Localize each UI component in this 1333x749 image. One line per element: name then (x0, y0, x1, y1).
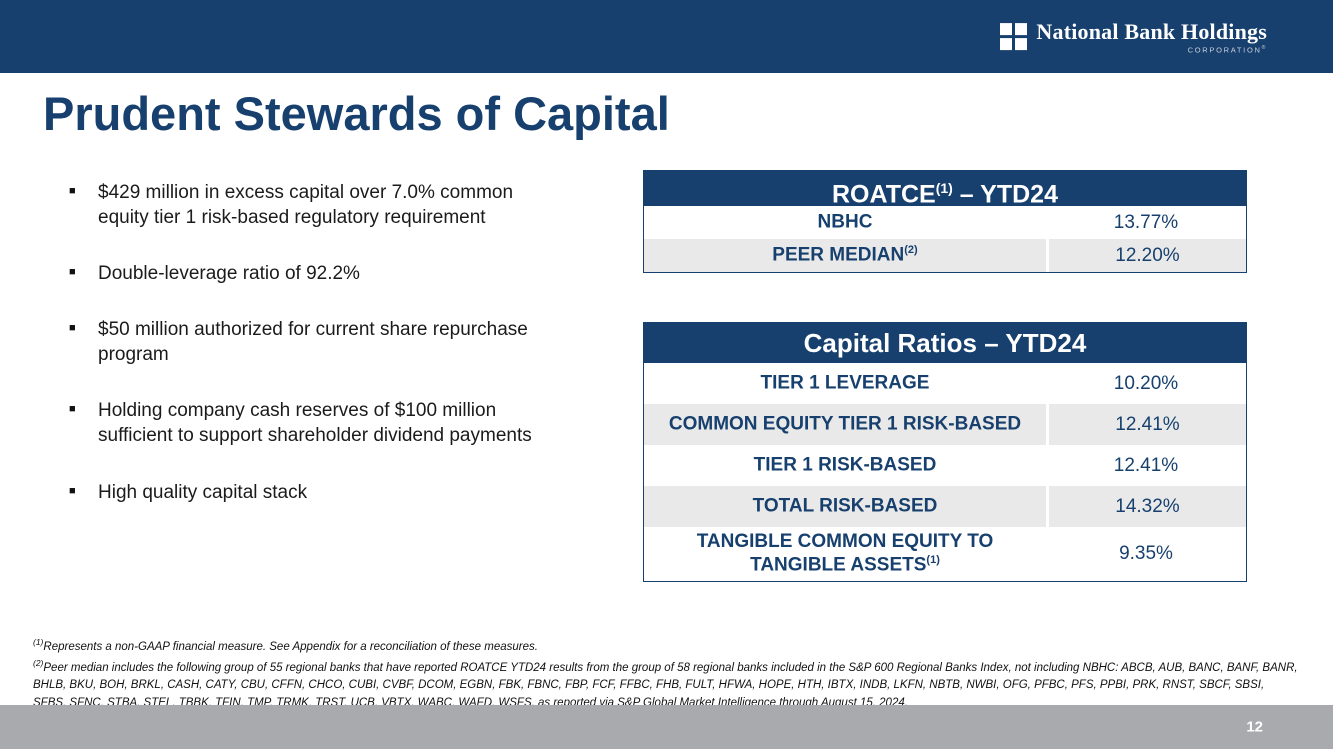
brand-subtitle-text: CORPORATION (1187, 45, 1262, 55)
footer-bar: 12 (0, 705, 1333, 749)
row-label-text: TOTAL RISK-BASED (752, 495, 938, 517)
footnotes: (1)Represents a non-GAAP financial measu… (33, 636, 1299, 713)
page-number: 12 (1246, 718, 1263, 736)
footnote-text: Peer median includes the following group… (33, 661, 1298, 710)
bullet-item: High quality capital stack (68, 480, 568, 505)
row-label-text: COMMON EQUITY TIER 1 RISK-BASED (668, 413, 1022, 435)
superscript-ref: (1) (926, 553, 940, 566)
row-label: PEER MEDIAN(2) (644, 239, 1046, 272)
bullet-item: $50 million authorized for current share… (68, 317, 568, 367)
brand-subtitle: CORPORATION® (1188, 45, 1267, 55)
row-label: TANGIBLE COMMON EQUITY TO TANGIBLE ASSET… (644, 527, 1046, 581)
row-label-text: NBHC (817, 211, 873, 233)
table-row: TANGIBLE COMMON EQUITY TO TANGIBLE ASSET… (644, 527, 1246, 581)
superscript-ref: (2) (33, 657, 44, 668)
footnote-text: Represents a non-GAAP financial measure.… (43, 640, 538, 653)
top-bar: National Bank Holdings CORPORATION® (0, 0, 1333, 73)
row-value: 10.20% (1113, 372, 1179, 394)
registered-mark: ® (1261, 44, 1267, 51)
row-value: 12.41% (1046, 404, 1246, 445)
row-label: TOTAL RISK-BASED (644, 486, 1046, 527)
row-label: NBHC (644, 206, 1046, 239)
bank-window-grid-icon (1000, 22, 1028, 50)
table-row: NBHC 13.77% (644, 206, 1246, 239)
table-row: TIER 1 RISK-BASED 12.41% (644, 445, 1246, 486)
roatce-table-header: ROATCE(1) – YTD24 (644, 171, 1246, 209)
bullet-item: $429 million in excess capital over 7.0%… (68, 180, 568, 230)
table-row: TIER 1 LEVERAGE 10.20% (644, 363, 1246, 404)
page-title: Prudent Stewards of Capital (43, 87, 670, 140)
bullet-item: Double-leverage ratio of 92.2% (68, 261, 568, 286)
roatce-table: ROATCE(1) – YTD24 NBHC 13.77% PEER MEDIA… (643, 170, 1247, 273)
bullet-list: $429 million in excess capital over 7.0%… (68, 180, 568, 536)
row-label: TIER 1 LEVERAGE (644, 363, 1046, 404)
footnote-1: (1)Represents a non-GAAP financial measu… (33, 636, 1299, 657)
superscript-ref: (1) (33, 637, 44, 647)
row-value: 12.20% (1046, 239, 1246, 272)
table-title: ROATCE (832, 180, 936, 209)
table-row: TOTAL RISK-BASED 14.32% (644, 486, 1246, 527)
row-label-text: TIER 1 RISK-BASED (753, 454, 937, 476)
capital-ratios-table-header: Capital Ratios – YTD24 (644, 323, 1246, 363)
row-value: 12.41% (1113, 454, 1179, 476)
row-label: TIER 1 RISK-BASED (644, 445, 1046, 486)
table-row: COMMON EQUITY TIER 1 RISK-BASED 12.41% (644, 404, 1246, 445)
row-value: 14.32% (1046, 486, 1246, 527)
superscript-ref: (2) (904, 244, 918, 257)
table-row: PEER MEDIAN(2) 12.20% (644, 239, 1246, 272)
row-value: 13.77% (1113, 211, 1179, 233)
brand-logo: National Bank Holdings CORPORATION® (1000, 19, 1267, 55)
row-value: 9.35% (1119, 543, 1173, 564)
capital-ratios-table: Capital Ratios – YTD24 TIER 1 LEVERAGE 1… (643, 322, 1247, 582)
row-label: COMMON EQUITY TIER 1 RISK-BASED (644, 404, 1046, 445)
row-label-text: PEER MEDIAN(2) (772, 244, 918, 266)
bullet-item: Holding company cash reserves of $100 mi… (68, 398, 568, 448)
table-title-suffix: – YTD24 (952, 180, 1058, 209)
superscript-ref: (1) (935, 180, 953, 196)
brand-text: National Bank Holdings CORPORATION® (1036, 19, 1267, 55)
row-label-text: TANGIBLE COMMON EQUITY TO TANGIBLE ASSET… (696, 531, 994, 576)
row-label-text: TIER 1 LEVERAGE (760, 372, 930, 394)
brand-name: National Bank Holdings (1036, 18, 1267, 44)
